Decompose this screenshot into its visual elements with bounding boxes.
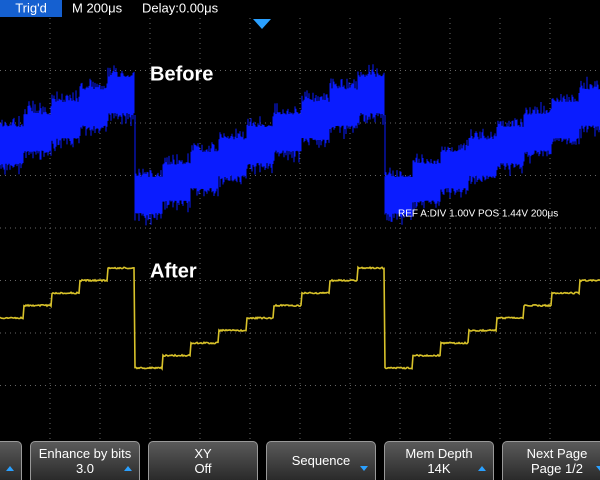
ref-info: REF A:DIV 1.00V POS 1.44V 200μs [398,209,558,220]
delay: Delay:0.00μs [142,0,219,15]
menu-label: Next Page [526,446,588,461]
menu-value: 3.0 [75,461,95,476]
trigger-marker [253,19,271,29]
menu-label: Enhance by bits [38,446,132,461]
menu-button[interactable]: Next Page Page 1/2 [502,441,600,480]
arrow-icon [360,466,368,471]
timebase: M 200μs [72,0,123,15]
arrow-icon [596,466,600,471]
menu-button[interactable]: XY Off [148,441,258,480]
menu-value: Off [194,461,212,476]
after-label: After [150,260,197,282]
menu-value: 14K [427,461,451,476]
top-bar [0,0,600,18]
menu-label: Mem Depth [405,446,473,461]
menu-button[interactable] [0,441,22,480]
before-waveform [0,64,600,226]
menu-value: Page 1/2 [530,461,584,476]
menu-label: Sequence [291,453,351,468]
display: Trig'd M 200μs Delay:0.00μs Before After… [0,0,600,440]
menu-button[interactable]: Mem Depth 14K [384,441,494,480]
after-waveform [0,265,600,371]
trigger-status: Trig'd [15,0,47,15]
menu-label: XY [194,446,212,461]
arrow-icon [124,466,132,471]
status-box [0,0,62,17]
menu-button[interactable]: Sequence [266,441,376,480]
before-label: Before [150,63,213,85]
arrow-icon [478,466,486,471]
menu-button[interactable]: Enhance by bits 3.0 [30,441,140,480]
